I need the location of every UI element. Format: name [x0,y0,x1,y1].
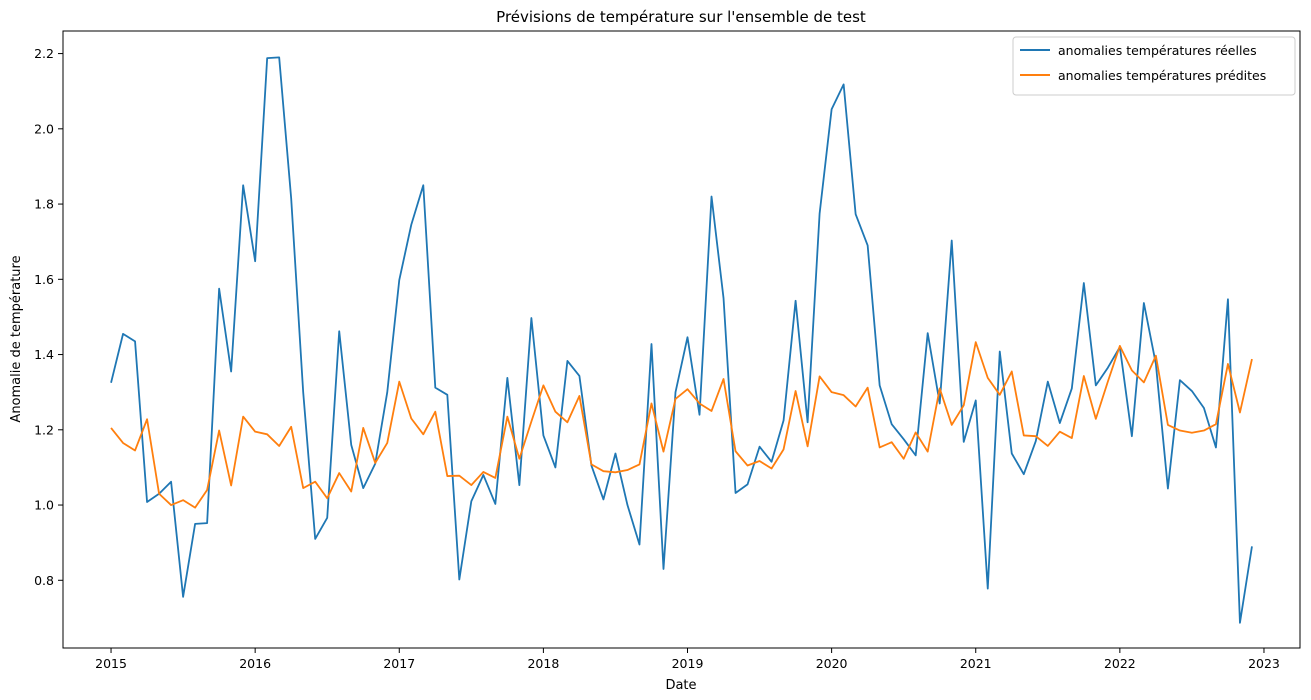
y-tick-label: 1.4 [34,347,54,362]
x-tick-label: 2018 [527,656,559,671]
y-tick-label: 1.0 [34,498,54,513]
x-tick-label: 2017 [383,656,415,671]
x-tick-label: 2020 [816,656,848,671]
series-line-predicted [110,341,1253,509]
y-tick-label: 1.8 [34,197,54,212]
chart-title: Prévisions de température sur l'ensemble… [496,8,866,26]
y-tick-label: 0.8 [34,573,54,588]
x-tick-label: 2019 [672,656,704,671]
x-axis-label: Date [665,678,696,693]
y-tick-label: 2.0 [34,121,54,136]
y-tick-label: 1.2 [34,422,54,437]
y-tick-label: 2.2 [34,46,54,61]
legend-entry-real: anomalies températures réelles [1058,43,1257,58]
x-tick-label: 2016 [239,656,271,671]
series-layer [110,56,1253,624]
x-axis: 2015 2016 2017 2018 2019 2020 2021 2022 2023 [95,648,1280,671]
series-line-real [110,56,1253,624]
x-tick-label: 2022 [1104,656,1136,671]
y-tick-label: 1.6 [34,272,54,287]
y-axis-label: Anomalie de température [9,255,24,422]
legend-entry-predicted: anomalies températures prédites [1058,68,1266,83]
x-tick-label: 2015 [95,656,127,671]
plot-area [62,30,1301,649]
legend: anomalies températures réelles anomalies… [1012,36,1296,96]
x-tick-label: 2023 [1248,656,1280,671]
y-axis: 0.8 1.0 1.2 1.4 1.6 1.8 2.0 2.2 [34,46,63,588]
legend-box [1012,36,1296,96]
x-tick-label: 2021 [960,656,992,671]
